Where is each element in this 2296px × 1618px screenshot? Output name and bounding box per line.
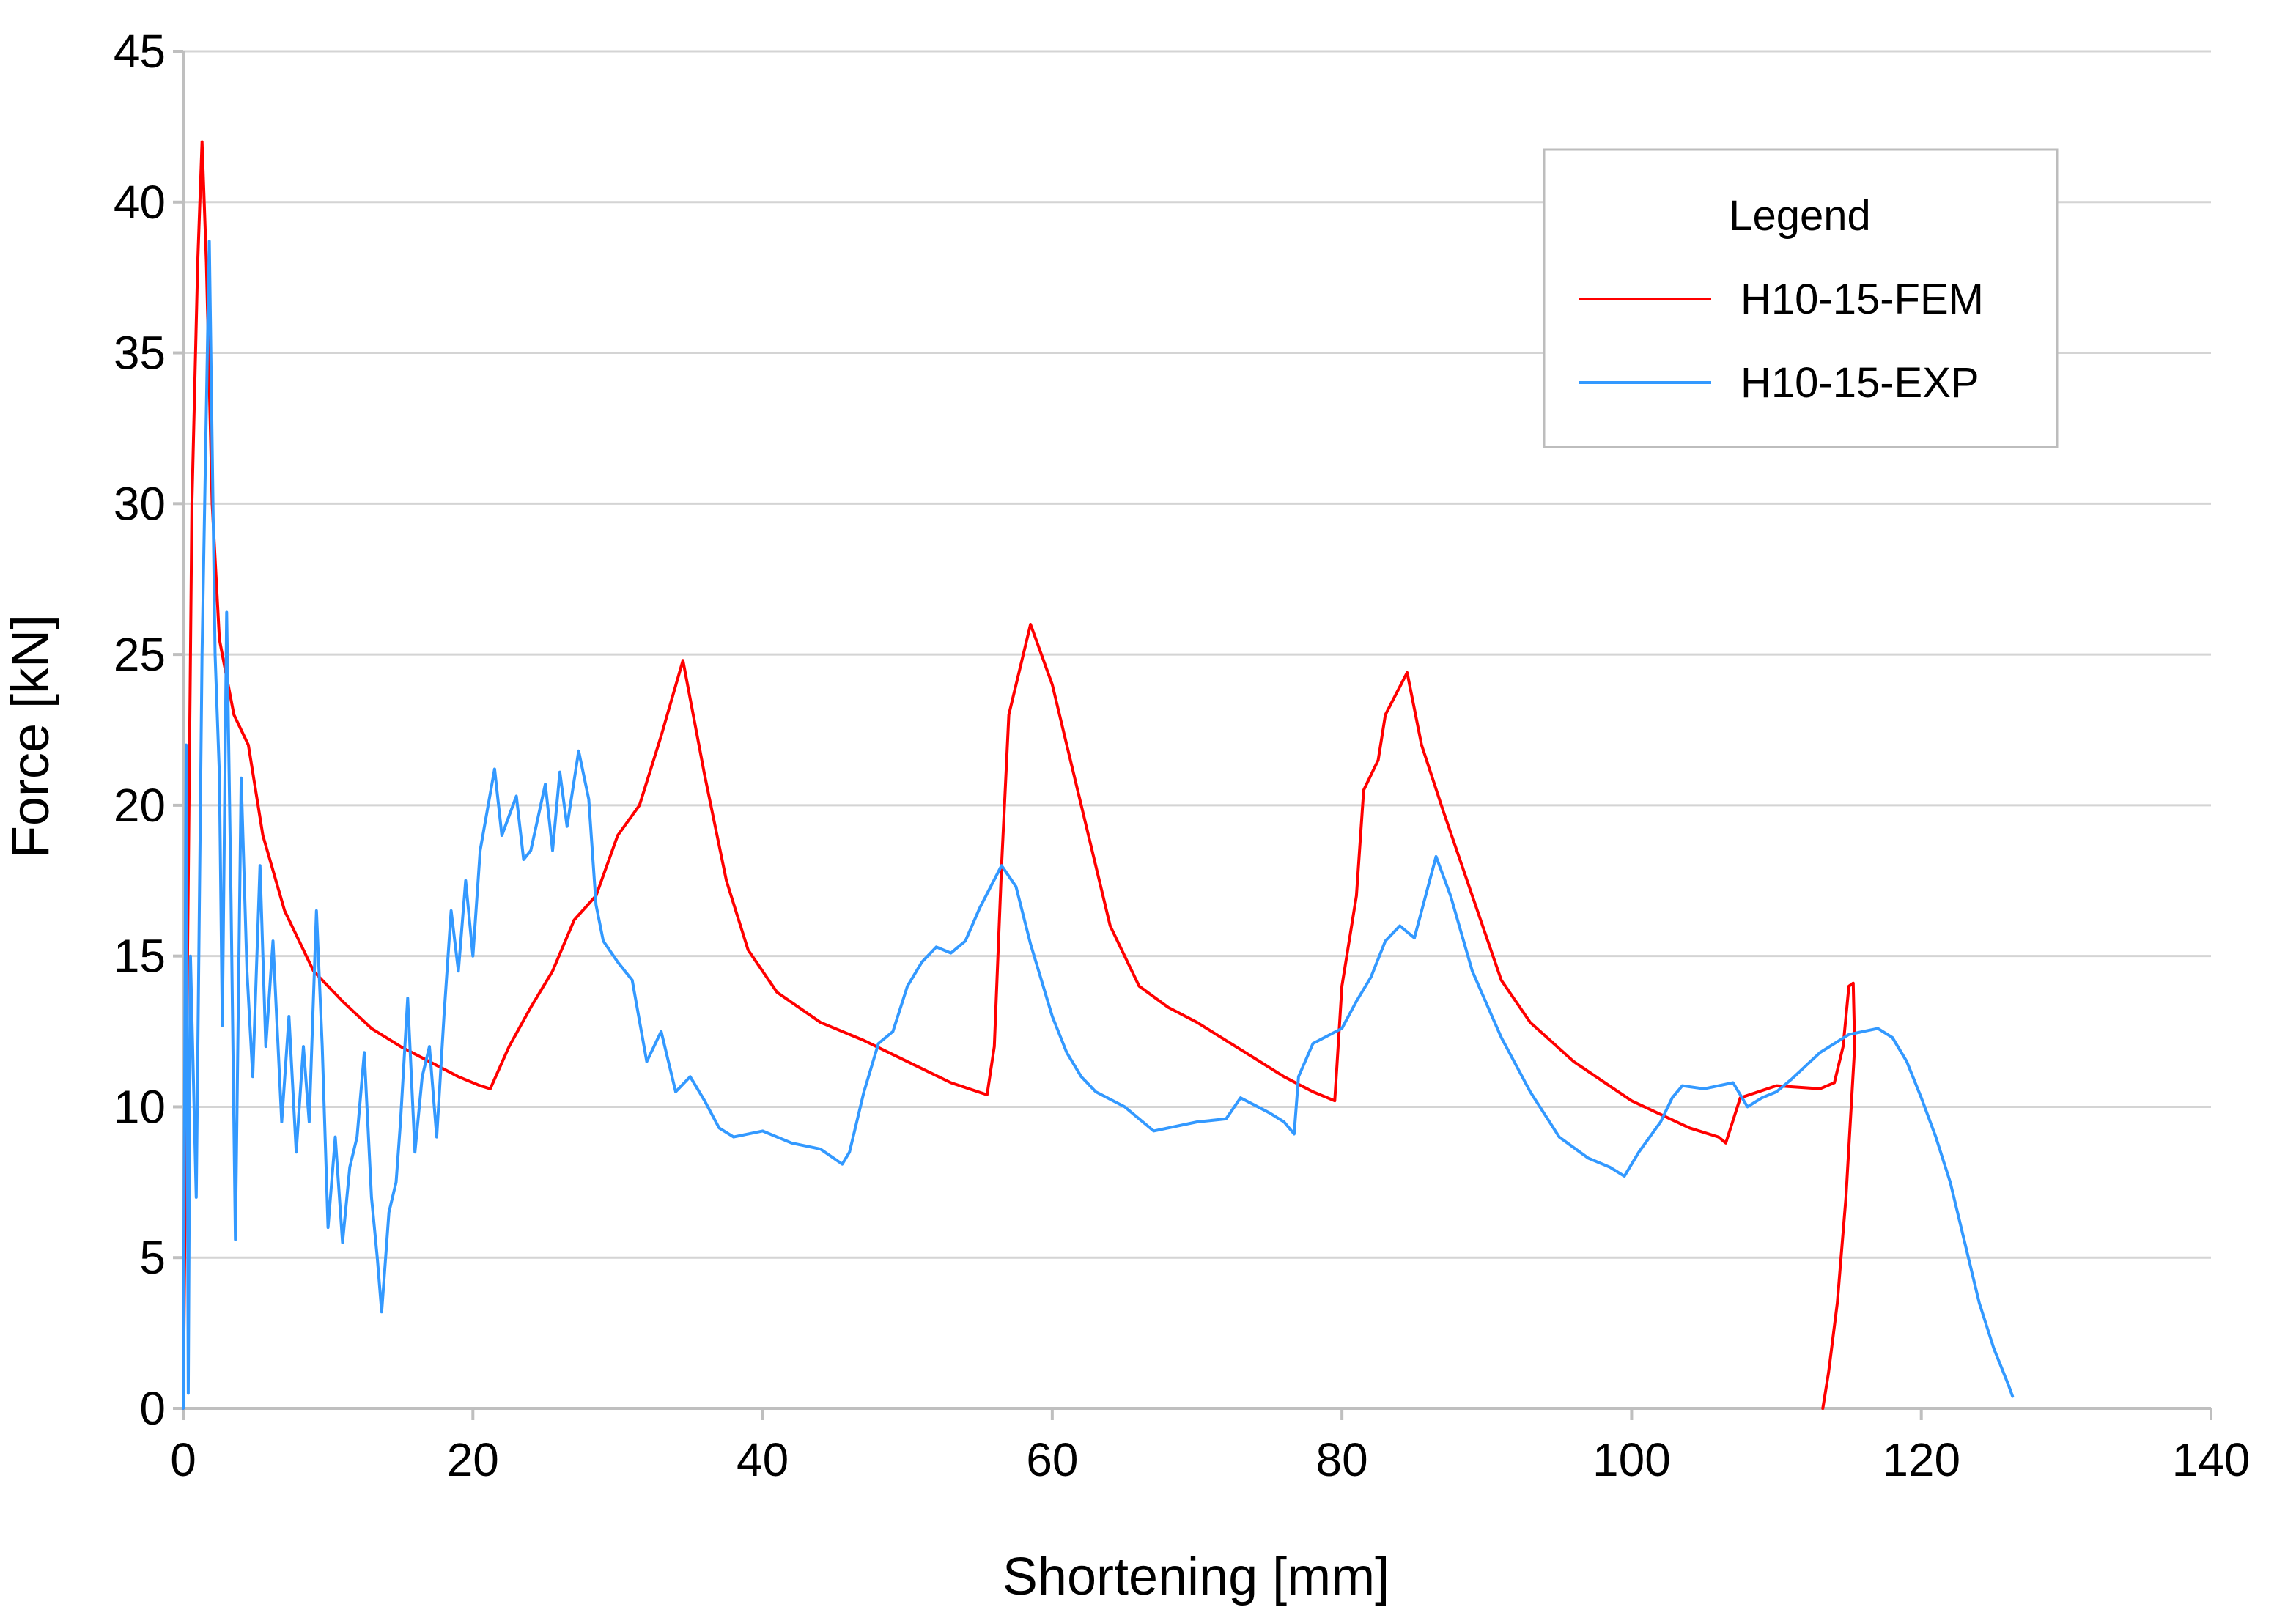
y-axis-title: Force [kN] [1,615,60,858]
x-tick-label-20: 20 [447,1433,499,1486]
x-axis-tick-labels: 0 20 40 60 80 100 120 140 [170,1433,2250,1486]
y-tick-label-25: 25 [114,628,166,681]
legend-label-fem: H10-15-FEM [1741,276,1984,323]
x-axis-title: Shortening [mm] [1003,1548,1389,1606]
legend-title: Legend [1729,192,1871,240]
y-tick-label-45: 45 [114,25,166,78]
plot-series [182,140,2015,1410]
x-tick-label-80: 80 [1316,1433,1368,1486]
y-tick-label-20: 20 [114,779,166,832]
x-tick-label-140: 140 [2172,1433,2251,1486]
x-tick-label-60: 60 [1026,1433,1078,1486]
y-tick-label-0: 0 [139,1382,166,1435]
y-tick-label-30: 30 [114,477,166,530]
series-line-h10-15-fem [182,140,1856,1410]
legend-label-exp: H10-15-EXP [1741,359,1979,407]
series-line-h10-15-exp [182,240,2015,1410]
y-tick-label-10: 10 [114,1080,166,1133]
x-tick-label-100: 100 [1592,1433,1671,1486]
x-tick-label-120: 120 [1882,1433,1960,1486]
y-tick-label-15: 15 [114,930,166,983]
legend: Legend H10-15-FEM H10-15-EXP [1543,148,2059,448]
x-tick-label-40: 40 [737,1433,789,1486]
y-axis-tick-labels: 0 5 10 15 20 25 30 35 40 45 [114,25,166,1435]
y-tick-label-40: 40 [114,176,166,229]
grid-lines [183,50,2211,1259]
y-tick-label-5: 5 [139,1231,166,1284]
x-tick-label-0: 0 [170,1433,196,1486]
y-tick-label-35: 35 [114,327,166,380]
